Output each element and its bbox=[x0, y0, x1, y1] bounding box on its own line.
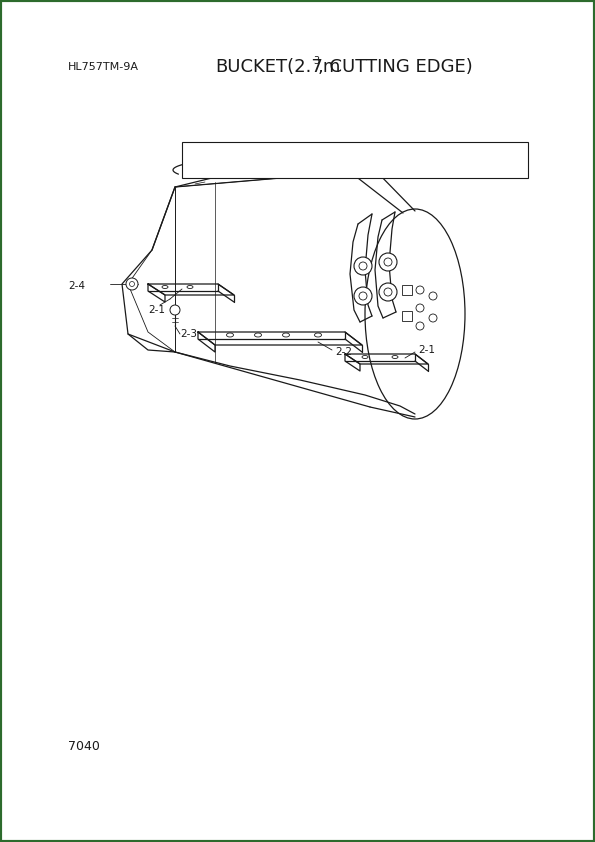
Text: HL757TM-9A: HL757TM-9A bbox=[68, 62, 139, 72]
Ellipse shape bbox=[365, 209, 465, 419]
Circle shape bbox=[379, 253, 397, 271]
Text: , CUTTING EDGE): , CUTTING EDGE) bbox=[318, 58, 473, 76]
Circle shape bbox=[384, 258, 392, 266]
Ellipse shape bbox=[227, 333, 233, 337]
Circle shape bbox=[416, 304, 424, 312]
Circle shape bbox=[379, 283, 397, 301]
Circle shape bbox=[384, 288, 392, 296]
Ellipse shape bbox=[255, 333, 261, 337]
Text: 2-3: 2-3 bbox=[180, 329, 197, 339]
Text: Description: Description bbox=[209, 146, 265, 156]
Text: BUCKET(2.7m: BUCKET(2.7m bbox=[215, 58, 340, 76]
Circle shape bbox=[354, 287, 372, 305]
Circle shape bbox=[126, 278, 138, 290]
Bar bbox=[182, 142, 528, 178]
Text: 2-1: 2-1 bbox=[148, 305, 165, 315]
Text: 1: 1 bbox=[320, 145, 327, 155]
Text: Included item: Included item bbox=[427, 146, 493, 156]
Ellipse shape bbox=[187, 285, 193, 289]
Circle shape bbox=[359, 262, 367, 270]
Ellipse shape bbox=[283, 333, 290, 337]
Circle shape bbox=[130, 281, 134, 286]
Text: 7040: 7040 bbox=[68, 740, 100, 754]
Text: Cutting edge kit: Cutting edge kit bbox=[188, 164, 267, 174]
Text: Parts no: Parts no bbox=[322, 146, 362, 156]
Text: 2-1: 2-1 bbox=[418, 345, 435, 355]
Circle shape bbox=[429, 314, 437, 322]
Text: 3: 3 bbox=[313, 56, 319, 66]
Circle shape bbox=[359, 292, 367, 300]
Circle shape bbox=[416, 286, 424, 294]
Text: 2-1~2-4: 2-1~2-4 bbox=[440, 164, 480, 174]
Bar bbox=[402, 285, 412, 295]
Circle shape bbox=[429, 292, 437, 300]
Circle shape bbox=[416, 322, 424, 330]
Ellipse shape bbox=[392, 355, 398, 359]
Bar bbox=[402, 311, 412, 321]
Text: 2-4: 2-4 bbox=[68, 281, 85, 291]
Circle shape bbox=[170, 305, 180, 315]
Ellipse shape bbox=[162, 285, 168, 289]
Text: 61LM-20910: 61LM-20910 bbox=[312, 164, 372, 174]
Ellipse shape bbox=[362, 355, 368, 359]
Circle shape bbox=[354, 257, 372, 275]
Text: 2-2: 2-2 bbox=[335, 347, 352, 357]
Ellipse shape bbox=[315, 333, 321, 337]
